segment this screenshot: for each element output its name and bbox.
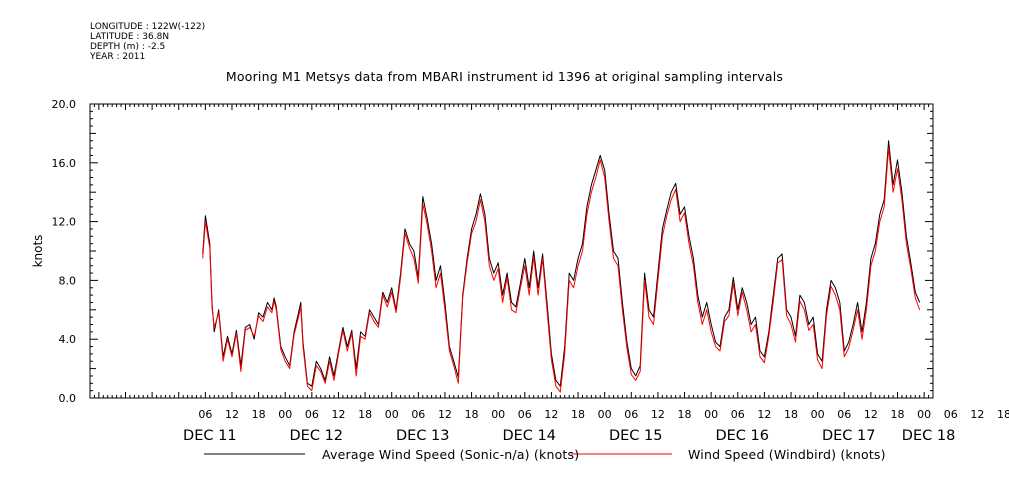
x-hour-label: 00 <box>811 408 825 421</box>
y-axis: 0.0 4.0 8.0 12.0 16.0 20.0 <box>52 98 933 405</box>
y-tick-label: 16.0 <box>52 157 77 170</box>
chart-title: Mooring M1 Metsys data from MBARI instru… <box>225 69 784 84</box>
x-hour-label: 12 <box>331 408 345 421</box>
x-hour-label: 12 <box>438 408 452 421</box>
series-average-wind-speed-line <box>202 140 921 387</box>
x-hour-label: 12 <box>225 408 239 421</box>
x-hour-label: 00 <box>598 408 612 421</box>
x-hour-label: 06 <box>305 408 319 421</box>
x-hour-label: 18 <box>465 408 479 421</box>
meta-longitude: LONGITUDE : 122W(-122) <box>90 22 206 32</box>
x-hour-label: 06 <box>837 408 851 421</box>
y-tick-label: 4.0 <box>59 333 77 346</box>
x-hour-label: 18 <box>358 408 372 421</box>
x-hour-label: 18 <box>678 408 692 421</box>
x-hour-label: 06 <box>624 408 638 421</box>
x-hour-label: 12 <box>544 408 558 421</box>
plot-frame <box>89 103 934 399</box>
x-hour-label: 18 <box>784 408 798 421</box>
x-hour-label: 06 <box>411 408 425 421</box>
y-tick-label: 8.0 <box>59 274 77 287</box>
x-day-label: DEC 17 <box>822 428 876 444</box>
x-day-label: DEC 18 <box>902 428 956 444</box>
x-hour-label: 12 <box>757 408 771 421</box>
x-hour-label: 12 <box>970 408 984 421</box>
x-hour-label: 12 <box>864 408 878 421</box>
x-day-label: DEC 15 <box>609 428 663 444</box>
meta-latitude: LATITUDE : 36.8N <box>90 32 170 42</box>
x-hour-label: 18 <box>571 408 585 421</box>
x-day-label: DEC 12 <box>290 428 344 444</box>
x-hour-label: 06 <box>198 408 212 421</box>
y-tick-label: 12.0 <box>52 216 77 229</box>
x-day-label: DEC 14 <box>502 428 556 444</box>
legend-label-black: Average Wind Speed (Sonic-n/a) (knots) <box>322 447 580 462</box>
x-hour-label: 18 <box>252 408 266 421</box>
y-tick-label: 20.0 <box>52 98 77 111</box>
x-hour-label: 06 <box>518 408 532 421</box>
x-day-label: DEC 16 <box>715 428 769 444</box>
x-hour-label: 18 <box>891 408 905 421</box>
legend-label-red: Wind Speed (Windbird) (knots) <box>688 447 886 462</box>
series-layer <box>202 140 921 393</box>
meta-year: YEAR : 2011 <box>90 52 146 62</box>
x-hour-label: 18 <box>997 408 1009 421</box>
x-day-label: DEC 13 <box>396 428 450 444</box>
x-hour-label: 00 <box>278 408 292 421</box>
y-axis-label: knots <box>31 235 45 268</box>
x-hour-label: 00 <box>917 408 931 421</box>
series-windbird-wind-speed-line <box>202 147 921 393</box>
x-hour-label: 06 <box>731 408 745 421</box>
x-hour-label: 12 <box>651 408 665 421</box>
x-day-label: DEC 11 <box>183 428 237 444</box>
x-axis: 06 12 18 00 06 12 18 00 06 12 18 00 06 12 18 00 06 12 18 00… <box>89 104 1009 444</box>
x-hour-label: 00 <box>704 408 718 421</box>
meta-depth: DEPTH (m) : -2.5 <box>90 42 166 52</box>
metadata-block: LONGITUDE : 122W(-122) LATITUDE : 36.8N … <box>90 22 205 62</box>
y-tick-label: 0.0 <box>59 392 77 405</box>
x-hour-label: 06 <box>944 408 958 421</box>
x-hour-label: 00 <box>491 408 505 421</box>
x-hour-label: 00 <box>385 408 399 421</box>
